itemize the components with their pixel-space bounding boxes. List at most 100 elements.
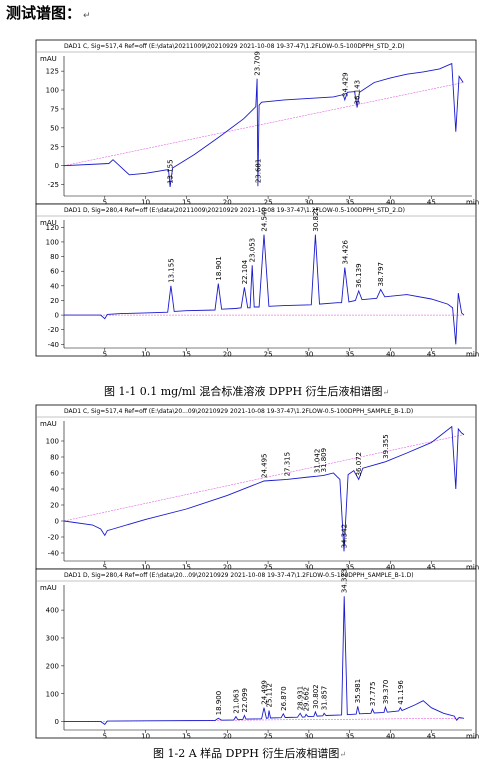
x-tick-label: 30: [304, 733, 313, 741]
y-tick-label: 0: [55, 312, 59, 320]
peak-label: 27.315: [283, 452, 291, 477]
peak-label: 24.495: [261, 454, 269, 479]
peak-label: 34.342: [341, 524, 349, 549]
panel-header-text: DAD1 C, Sig=517,4 Ref=off (E:\data\20211…: [64, 43, 405, 50]
x-tick-label: 5: [103, 733, 107, 741]
x-tick-label: 30: [304, 199, 313, 207]
figure-caption-2: 图 1-2 A 样品 DPPH 衍生后液相谱图↵: [153, 745, 346, 761]
y-tick-label: -20: [48, 534, 59, 542]
x-tick-label: 45: [427, 199, 436, 207]
peak-label: 36.143: [354, 80, 362, 105]
x-tick-label: 40: [386, 564, 395, 572]
panel-frame: [35, 39, 477, 205]
peak-label: 13.155: [167, 258, 175, 283]
peak-label: 24.540: [261, 207, 269, 232]
peak-label: 22.104: [241, 259, 249, 284]
signal-trace: [64, 234, 465, 345]
x-tick-label: 25: [264, 733, 273, 741]
x-tick-label: 15: [182, 199, 191, 207]
x-axis-unit: min: [466, 564, 479, 572]
x-tick-label: 40: [386, 733, 395, 741]
y-axis-label: mAU: [40, 584, 57, 592]
y-tick-label: 0: [55, 162, 59, 170]
y-axis-label: mAU: [40, 55, 57, 63]
y-tick-label: 60: [50, 268, 59, 276]
x-tick-label: 10: [141, 564, 150, 572]
peak-label: 23.053: [249, 238, 257, 263]
peak-label: 36.072: [355, 452, 363, 477]
x-tick-label: 5: [103, 564, 107, 572]
peak-label: 34.426: [341, 240, 349, 265]
x-tick-label: 15: [182, 351, 191, 359]
x-tick-label: 20: [223, 564, 232, 572]
peak-label: 34.429: [341, 72, 349, 97]
x-axis-unit: min: [466, 199, 479, 207]
panel-frame: [35, 568, 477, 739]
section-heading-text: 测试谱图：: [6, 4, 82, 22]
integration-baseline: [63, 82, 464, 166]
signal-trace: [63, 425, 465, 552]
x-tick-label: 30: [304, 564, 313, 572]
peak-label: 41.196: [397, 680, 405, 705]
x-tick-label: 15: [182, 733, 191, 741]
figure-caption-1-text: 图 1-1 0.1 mg/ml 混合标准溶液 DPPH 衍生后液相谱图: [104, 385, 383, 398]
y-tick-label: 40: [50, 282, 59, 290]
peak-label: 24.499: [261, 680, 269, 705]
chromatogram-panel-3: DAD1 C, Sig=517,4 Ref=off (E:\data\20...…: [35, 404, 479, 572]
y-tick-label: 400: [46, 607, 59, 615]
x-tick-label: 15: [182, 564, 191, 572]
peak-label: 34.323: [341, 569, 349, 594]
peak-label: 23.681: [254, 159, 262, 184]
panel-header-text: DAD1 D, Sig=280,4 Ref=off (E:\data\20...…: [64, 572, 414, 579]
x-tick-label: 45: [427, 351, 436, 359]
peak-label: 39.370: [382, 680, 390, 705]
peak-label: 26.870: [280, 686, 288, 711]
x-tick-label: 20: [223, 733, 232, 741]
peak-label: 23.709: [254, 51, 262, 76]
panel-frame: [35, 404, 477, 570]
peak-label: 31.809: [320, 448, 328, 473]
panel-header-text: DAD1 C, Sig=517,4 Ref=off (E:\data\20...…: [64, 408, 413, 415]
y-tick-label: 20: [50, 502, 59, 510]
panel-header-text: DAD1 D, Sig=280,4 Ref=off (E:\data\20211…: [64, 207, 405, 214]
x-axis-unit: min: [466, 733, 479, 741]
peak-label: 31.857: [321, 686, 329, 711]
peak-label: 21.063: [232, 689, 240, 714]
chromatogram-panel-2: DAD1 D, Sig=280,4 Ref=off (E:\data\20211…: [35, 203, 479, 359]
integration-baseline: [63, 434, 465, 522]
figure-caption-2-text: 图 1-2 A 样品 DPPH 衍生后液相谱图: [153, 747, 340, 760]
x-axis-unit: min: [466, 351, 479, 359]
x-tick-label: 5: [103, 199, 107, 207]
x-tick-label: 40: [386, 351, 395, 359]
y-tick-label: 80: [50, 454, 59, 462]
peak-label: 36.139: [355, 263, 363, 288]
y-tick-label: 75: [50, 105, 59, 113]
chromatogram-panel-4: DAD1 D, Sig=280,4 Ref=off (E:\data\20...…: [35, 568, 479, 741]
y-tick-label: -20: [48, 326, 59, 334]
x-tick-label: 35: [345, 733, 354, 741]
y-tick-label: 100: [46, 238, 59, 246]
x-tick-label: 20: [223, 351, 232, 359]
y-tick-label: 80: [50, 253, 59, 261]
paragraph-mark: ↵: [339, 750, 347, 759]
x-tick-label: 25: [264, 199, 273, 207]
y-tick-label: 60: [50, 470, 59, 478]
section-heading: 测试谱图： ↵: [6, 2, 91, 23]
x-tick-label: 10: [141, 199, 150, 207]
y-tick-label: 20: [50, 297, 59, 305]
y-tick-label: 0: [55, 718, 59, 726]
x-tick-label: 10: [141, 351, 150, 359]
y-tick-label: -40: [48, 341, 59, 349]
peak-label: 30.821: [312, 207, 320, 232]
peak-label: 18.901: [215, 256, 223, 281]
y-tick-label: 300: [46, 634, 59, 642]
x-tick-label: 35: [345, 351, 354, 359]
signal-trace: [63, 62, 464, 187]
x-tick-label: 45: [427, 564, 436, 572]
x-tick-label: 30: [304, 351, 313, 359]
y-tick-label: 25: [50, 143, 59, 151]
x-tick-label: 35: [345, 199, 354, 207]
y-tick-label: 200: [46, 662, 59, 670]
peak-label: 38.797: [377, 262, 385, 287]
